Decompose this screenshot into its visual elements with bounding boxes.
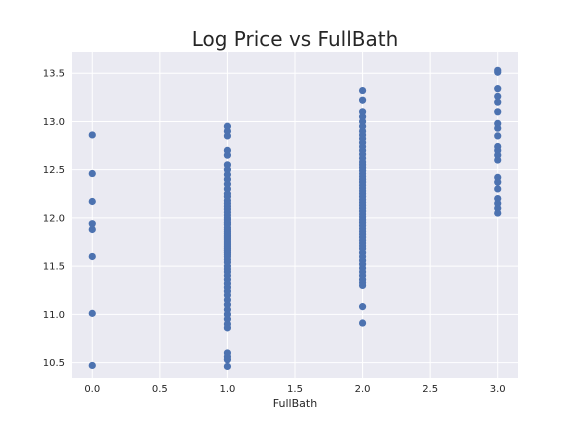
scatter-point	[223, 362, 232, 371]
y-tick-label: 13.5	[43, 69, 65, 80]
y-tick-label: 11.0	[43, 310, 65, 321]
scatter-point	[88, 309, 96, 317]
x-tick-label: 0.5	[152, 384, 168, 395]
scatter-point	[358, 96, 367, 104]
scatter-point	[358, 86, 367, 95]
chart-title: Log Price vs FullBath	[192, 27, 399, 51]
x-tick-labels: 0.0 0.5 1.0 1.5 2.0 2.5 3.0	[84, 384, 505, 395]
y-tick-label: 10.5	[43, 358, 65, 369]
x-tick-label: 3.0	[490, 384, 506, 395]
x-tick-label: 1.0	[219, 384, 235, 395]
scatter-point	[223, 356, 232, 364]
scatter-point	[88, 252, 96, 261]
scatter-point	[494, 124, 502, 132]
scatter-point	[494, 132, 502, 140]
scatter-point	[88, 225, 96, 234]
x-axis-label: FullBath	[273, 397, 317, 410]
x-tick-label: 0.0	[84, 384, 100, 395]
scatter-point	[88, 197, 96, 206]
scatter-point	[494, 108, 502, 116]
scatter-point	[494, 185, 502, 193]
scatter-point	[494, 156, 502, 164]
y-tick-label: 12.5	[43, 165, 65, 176]
scatter-point	[223, 132, 232, 140]
scatter-point	[88, 220, 96, 228]
scatter-point	[494, 98, 502, 106]
x-tick-label: 2.5	[422, 384, 438, 395]
y-tick-label: 12.0	[43, 213, 65, 224]
scatter-point	[494, 209, 502, 217]
scatter-point	[88, 361, 96, 370]
x-tick-label: 2.0	[355, 384, 371, 395]
scatter-point	[358, 319, 367, 327]
y-tick-labels: 10.5 11.0 11.5 12.0 12.5 13.0 13.5	[43, 69, 65, 369]
scatter-point	[88, 131, 96, 139]
scatter-point	[223, 324, 232, 332]
data-points	[88, 66, 502, 371]
scatter-point	[88, 169, 96, 178]
y-tick-label: 11.5	[43, 262, 65, 273]
scatter-point	[494, 178, 502, 186]
scatter-point	[358, 303, 367, 311]
scatter-point	[494, 92, 502, 100]
x-tick-label: 1.5	[287, 384, 303, 395]
scatter-point	[358, 281, 367, 290]
scatter-point	[223, 151, 232, 159]
y-tick-label: 13.0	[43, 117, 65, 128]
scatter-point	[494, 68, 502, 76]
scatter-point	[494, 85, 502, 93]
